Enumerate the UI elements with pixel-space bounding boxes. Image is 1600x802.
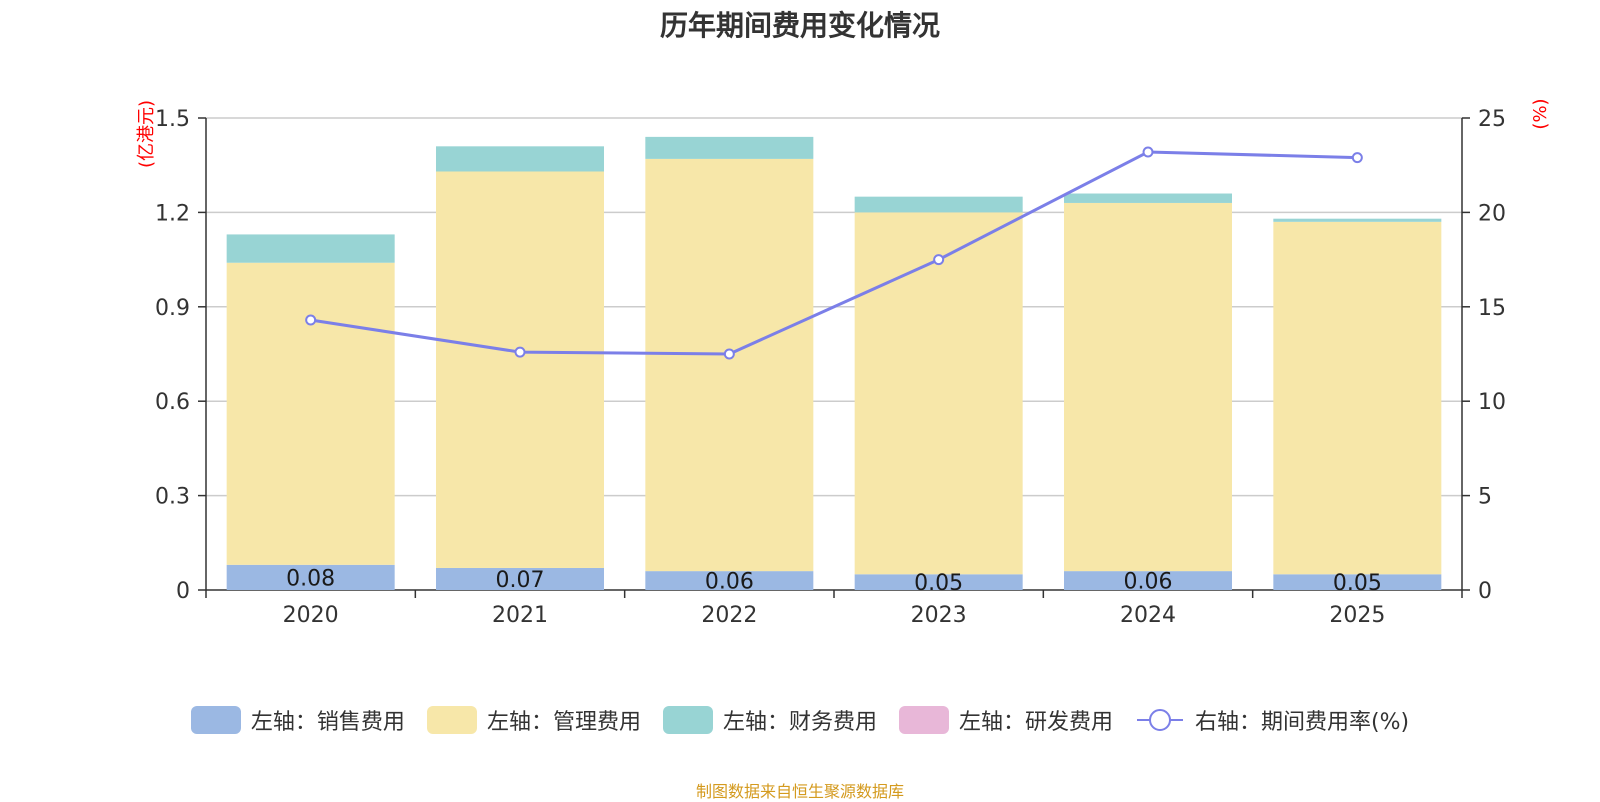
legend: 左轴：销售费用 左轴：管理费用 左轴：财务费用 左轴：研发费用 右轴：期间费用率… (0, 702, 1600, 738)
bar-segment-admin (226, 262, 395, 565)
bar-segment-finance (1064, 193, 1232, 203)
rate-point (1351, 152, 1363, 164)
bar-segment-admin (645, 158, 814, 572)
data-label-sales: 0.07 (496, 568, 545, 593)
legend-item-sales[interactable]: 左轴：销售费用 (190, 704, 405, 736)
bar-segment-admin (1064, 202, 1232, 572)
bar-segment-admin (436, 171, 604, 568)
bar-segment-sales (854, 574, 1023, 590)
rate-point (1142, 146, 1154, 158)
x-tick-label: 2020 (283, 603, 339, 628)
legend-swatch-finance (662, 706, 713, 734)
bar-segment-sales (436, 567, 604, 590)
legend-item-admin[interactable]: 左轴：管理费用 (426, 704, 641, 736)
chart-title: 历年期间费用变化情况 (659, 9, 940, 42)
bar-segment-finance (854, 196, 1023, 213)
left-tick-label: 1.5 (155, 107, 190, 132)
right-tick-label: 10 (1478, 390, 1506, 415)
x-tick-label: 2021 (492, 603, 548, 628)
bar-segment-admin (1273, 221, 1442, 575)
right-axis-unit-label: (%) (1530, 98, 1551, 129)
rate-line (310, 150, 1358, 356)
legend-label-admin: 左轴：管理费用 (486, 710, 641, 735)
legend-item-rnd[interactable]: 左轴：研发费用 (898, 704, 1113, 736)
data-label-sales: 0.06 (705, 570, 754, 595)
right-tick-label: 25 (1478, 107, 1506, 132)
data-label-sales: 0.05 (1333, 571, 1382, 596)
x-tick-label: 2025 (1329, 603, 1385, 628)
right-tick-label: 15 (1478, 296, 1506, 321)
rate-point (514, 346, 526, 358)
bar-segment-admin (854, 212, 1023, 575)
bar-segment-finance (645, 136, 814, 159)
legend-item-rate[interactable]: 右轴：期间费用率(%) (1135, 704, 1409, 736)
bar-segment-sales (1064, 571, 1232, 590)
source-note: 制图数据来自恒生聚源数据库 (695, 782, 904, 801)
legend-label-finance: 左轴：财务费用 (722, 710, 877, 735)
bar-segment-finance (1273, 218, 1442, 222)
bar-segment-sales (645, 571, 814, 590)
bar-segment-sales (226, 564, 395, 590)
right-tick-label: 5 (1478, 485, 1492, 510)
left-tick-label: 0.3 (155, 485, 190, 510)
legend-swatch-rnd (898, 706, 949, 734)
legend-swatch-rate (1136, 709, 1183, 731)
x-tick-label: 2022 (701, 603, 757, 628)
rate-point (723, 348, 735, 360)
data-label-sales: 0.08 (286, 566, 335, 591)
bar-segment-finance (436, 146, 604, 172)
x-tick-label: 2023 (911, 603, 967, 628)
left-tick-label: 0.6 (155, 390, 190, 415)
legend-item-finance[interactable]: 左轴：财务费用 (662, 704, 877, 736)
x-tick-label: 2024 (1120, 603, 1176, 628)
legend-label-sales: 左轴：销售费用 (250, 710, 405, 735)
rate-point (933, 254, 945, 266)
data-label-sales: 0.06 (1124, 570, 1173, 595)
right-tick-label: 0 (1478, 579, 1492, 604)
rate-point (305, 314, 317, 326)
legend-swatch-sales (190, 706, 241, 734)
legend-label-rate: 右轴：期间费用率(%) (1194, 710, 1410, 735)
left-tick-label: 1.2 (155, 201, 190, 226)
left-axis-unit-label: (亿港元) (136, 100, 157, 168)
left-tick-label: 0 (176, 579, 190, 604)
bar-segment-finance (226, 234, 395, 263)
legend-label-rnd: 左轴：研发费用 (958, 710, 1113, 735)
data-label-sales: 0.05 (914, 571, 963, 596)
right-tick-label: 20 (1478, 201, 1506, 226)
legend-swatch-admin (426, 706, 477, 734)
bar-segment-sales (1273, 574, 1442, 590)
left-tick-label: 0.9 (155, 296, 190, 321)
